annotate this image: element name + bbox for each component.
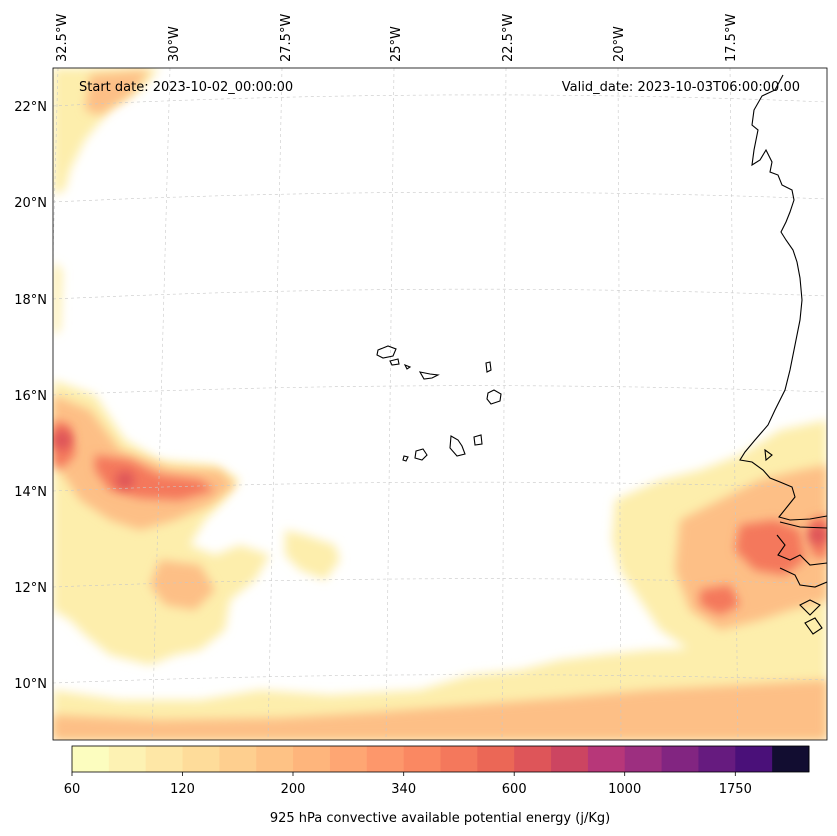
colorbar-tick-label: 120: [170, 782, 195, 797]
colorbar-tick-labels: 60 120 200 340 600 1000 1750: [64, 782, 752, 797]
longitude-gridlines: [53, 68, 739, 740]
colorbar-swatch: [72, 746, 110, 772]
colorbar-swatch: [514, 746, 552, 772]
start-date-label: Start date: 2023-10-02_00:00:00: [79, 80, 293, 95]
colorbar-tick-label: 60: [64, 782, 81, 797]
lon-label: 32.5°W: [55, 14, 70, 62]
lat-label: 18°N: [14, 293, 47, 308]
colorbar-swatch: [256, 746, 294, 772]
valid-date-label: Valid_date: 2023-10-03T06:00:00.00: [562, 80, 800, 95]
colorbar-swatch: [551, 746, 589, 772]
cape-verde-islands: [376, 345, 502, 462]
lon-label: 22.5°W: [501, 14, 516, 62]
lon-label: 20°W: [612, 26, 627, 62]
colorbar-swatch: [366, 746, 405, 772]
colorbar-title: 925 hPa convective available potential e…: [270, 811, 610, 826]
latitude-gridlines: [53, 94, 827, 684]
map-frame: [52, 67, 828, 741]
colorbar-tick-label: 340: [391, 782, 416, 797]
latitude-labels: 22°N 20°N 18°N 16°N 14°N 12°N 10°N: [14, 100, 47, 692]
colorbar-tick-label: 1750: [719, 782, 752, 797]
colorbar-swatch: [772, 746, 810, 772]
cape-high-regions: [53, 420, 827, 615]
lon-label: 27.5°W: [279, 14, 294, 62]
colorbar-frame: [71, 745, 810, 773]
cape-peak-regions: [53, 430, 827, 545]
colorbar-swatch: [182, 746, 220, 772]
colorbar-swatch: [624, 746, 663, 772]
colorbar-swatch: [108, 746, 147, 772]
colorbar-tick-label: 600: [502, 782, 527, 797]
colorbar-swatch: [735, 746, 773, 772]
colorbar-swatch: [661, 746, 699, 772]
colorbar: [72, 746, 810, 772]
colorbar-swatch: [403, 746, 441, 772]
lat-label: 14°N: [14, 485, 47, 500]
lat-label: 20°N: [14, 196, 47, 211]
lon-label: 30°W: [167, 26, 182, 62]
colorbar-ticks: [71, 772, 736, 776]
coastlines: [739, 74, 827, 635]
lon-label: 17.5°W: [724, 14, 739, 62]
colorbar-tick-label: 1000: [608, 782, 641, 797]
colorbar-swatch: [587, 746, 626, 772]
lat-label: 22°N: [14, 100, 47, 115]
africa-coastline: [739, 74, 827, 521]
longitude-labels: 32.5°W 30°W 27.5°W 25°W 22.5°W 20°W 17.5…: [55, 14, 739, 62]
cape-field: [53, 68, 827, 740]
colorbar-swatch: [145, 746, 184, 772]
colorbar-swatch: [477, 746, 515, 772]
colorbar-swatch: [440, 746, 478, 772]
lat-label: 10°N: [14, 677, 47, 692]
lon-label: 25°W: [389, 26, 404, 62]
lat-label: 16°N: [14, 389, 47, 404]
colorbar-swatch: [698, 746, 736, 772]
colorbar-swatch: [219, 746, 257, 772]
colorbar-tick-label: 200: [281, 782, 306, 797]
colorbar-swatch: [293, 746, 331, 772]
colorbar-swatch: [329, 746, 368, 772]
lat-label: 12°N: [14, 581, 47, 596]
